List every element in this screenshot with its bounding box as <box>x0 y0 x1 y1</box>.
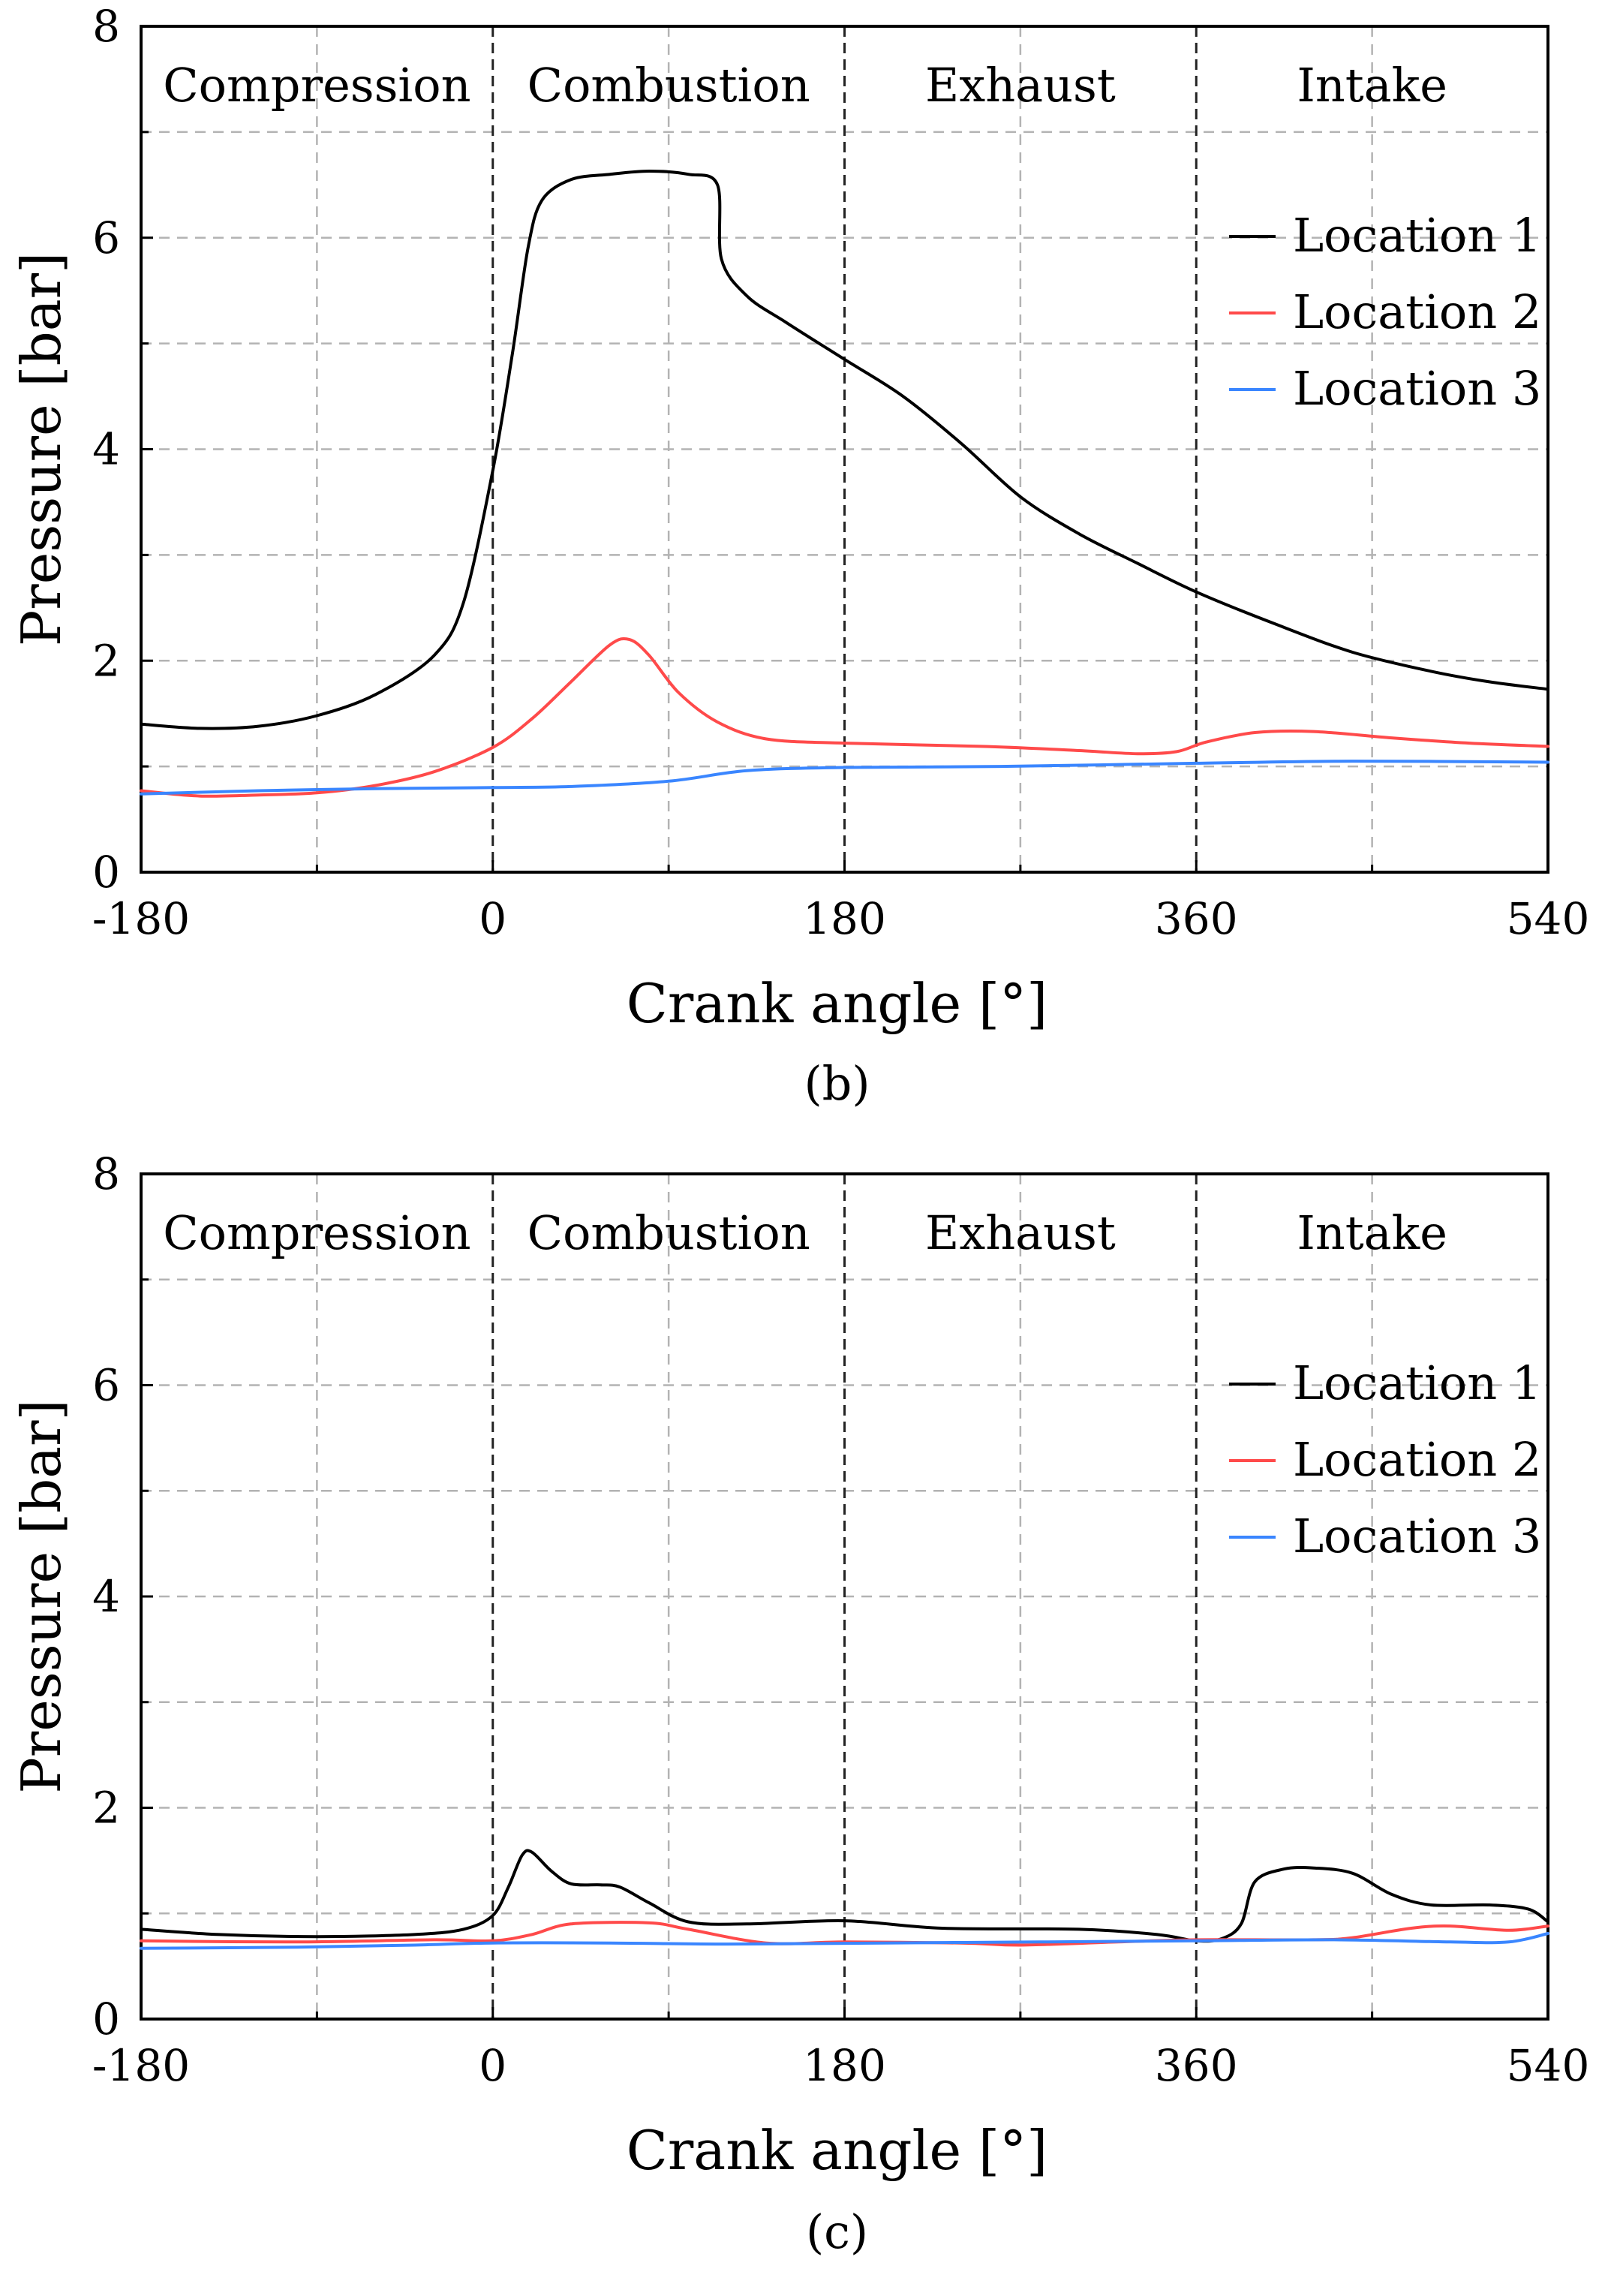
y-tick-label: 6 <box>92 212 120 263</box>
x-tick-label: 180 <box>803 893 886 944</box>
x-axis-label: Crank angle [°] <box>627 2119 1047 2182</box>
y-tick-label: 4 <box>92 1571 120 1622</box>
phase-label: Compression <box>163 1205 470 1260</box>
legend-label-location-2: Location 2 <box>1293 284 1541 339</box>
x-tick-label: 540 <box>1507 2040 1590 2091</box>
y-tick-label: 0 <box>92 847 120 898</box>
x-tick-label: -180 <box>92 2040 190 2091</box>
y-tick-label: 6 <box>92 1360 120 1411</box>
series-line-location-2 <box>140 636 1549 798</box>
phase-label: Intake <box>1297 1205 1447 1260</box>
x-tick-label: 540 <box>1507 893 1590 944</box>
series-line-location-3 <box>140 1932 1549 1950</box>
legend-label-location-3: Location 3 <box>1293 361 1541 416</box>
x-axis-label: Crank angle [°] <box>627 972 1047 1035</box>
y-tick-label: 4 <box>92 424 120 475</box>
y-tick-label: 8 <box>92 1 120 52</box>
panel-label: (c) <box>806 2204 868 2259</box>
x-tick-label: -180 <box>92 893 190 944</box>
x-tick-label: 180 <box>803 2040 886 2091</box>
legend-label-location-3: Location 3 <box>1293 1509 1541 1563</box>
phase-label: Compression <box>163 58 470 113</box>
legend-label-location-1: Location 1 <box>1293 208 1541 263</box>
legend-label-location-1: Location 1 <box>1293 1356 1541 1410</box>
phase-label: Combustion <box>527 1205 810 1260</box>
panel-label: (b) <box>804 1056 870 1111</box>
y-tick-label: 2 <box>92 635 120 686</box>
series-line-location-1 <box>140 1849 1549 1943</box>
y-tick-label: 8 <box>92 1148 120 1199</box>
x-tick-label: 360 <box>1155 2040 1238 2091</box>
phase-label: Intake <box>1297 58 1447 113</box>
y-axis-label: Pressure [bar] <box>10 252 73 646</box>
phase-label: Combustion <box>527 58 810 113</box>
phase-label: Exhaust <box>925 1205 1116 1260</box>
phase-label: Exhaust <box>925 58 1116 113</box>
legend-label-location-2: Location 2 <box>1293 1432 1541 1487</box>
x-tick-label: 360 <box>1155 893 1238 944</box>
y-tick-label: 0 <box>92 1994 120 2045</box>
series-line-location-1 <box>140 170 1549 730</box>
series-line-location-3 <box>140 760 1549 796</box>
x-tick-label: 0 <box>479 2040 506 2091</box>
y-axis-label: Pressure [bar] <box>10 1399 73 1793</box>
y-tick-label: 2 <box>92 1783 120 1834</box>
x-tick-label: 0 <box>479 893 506 944</box>
